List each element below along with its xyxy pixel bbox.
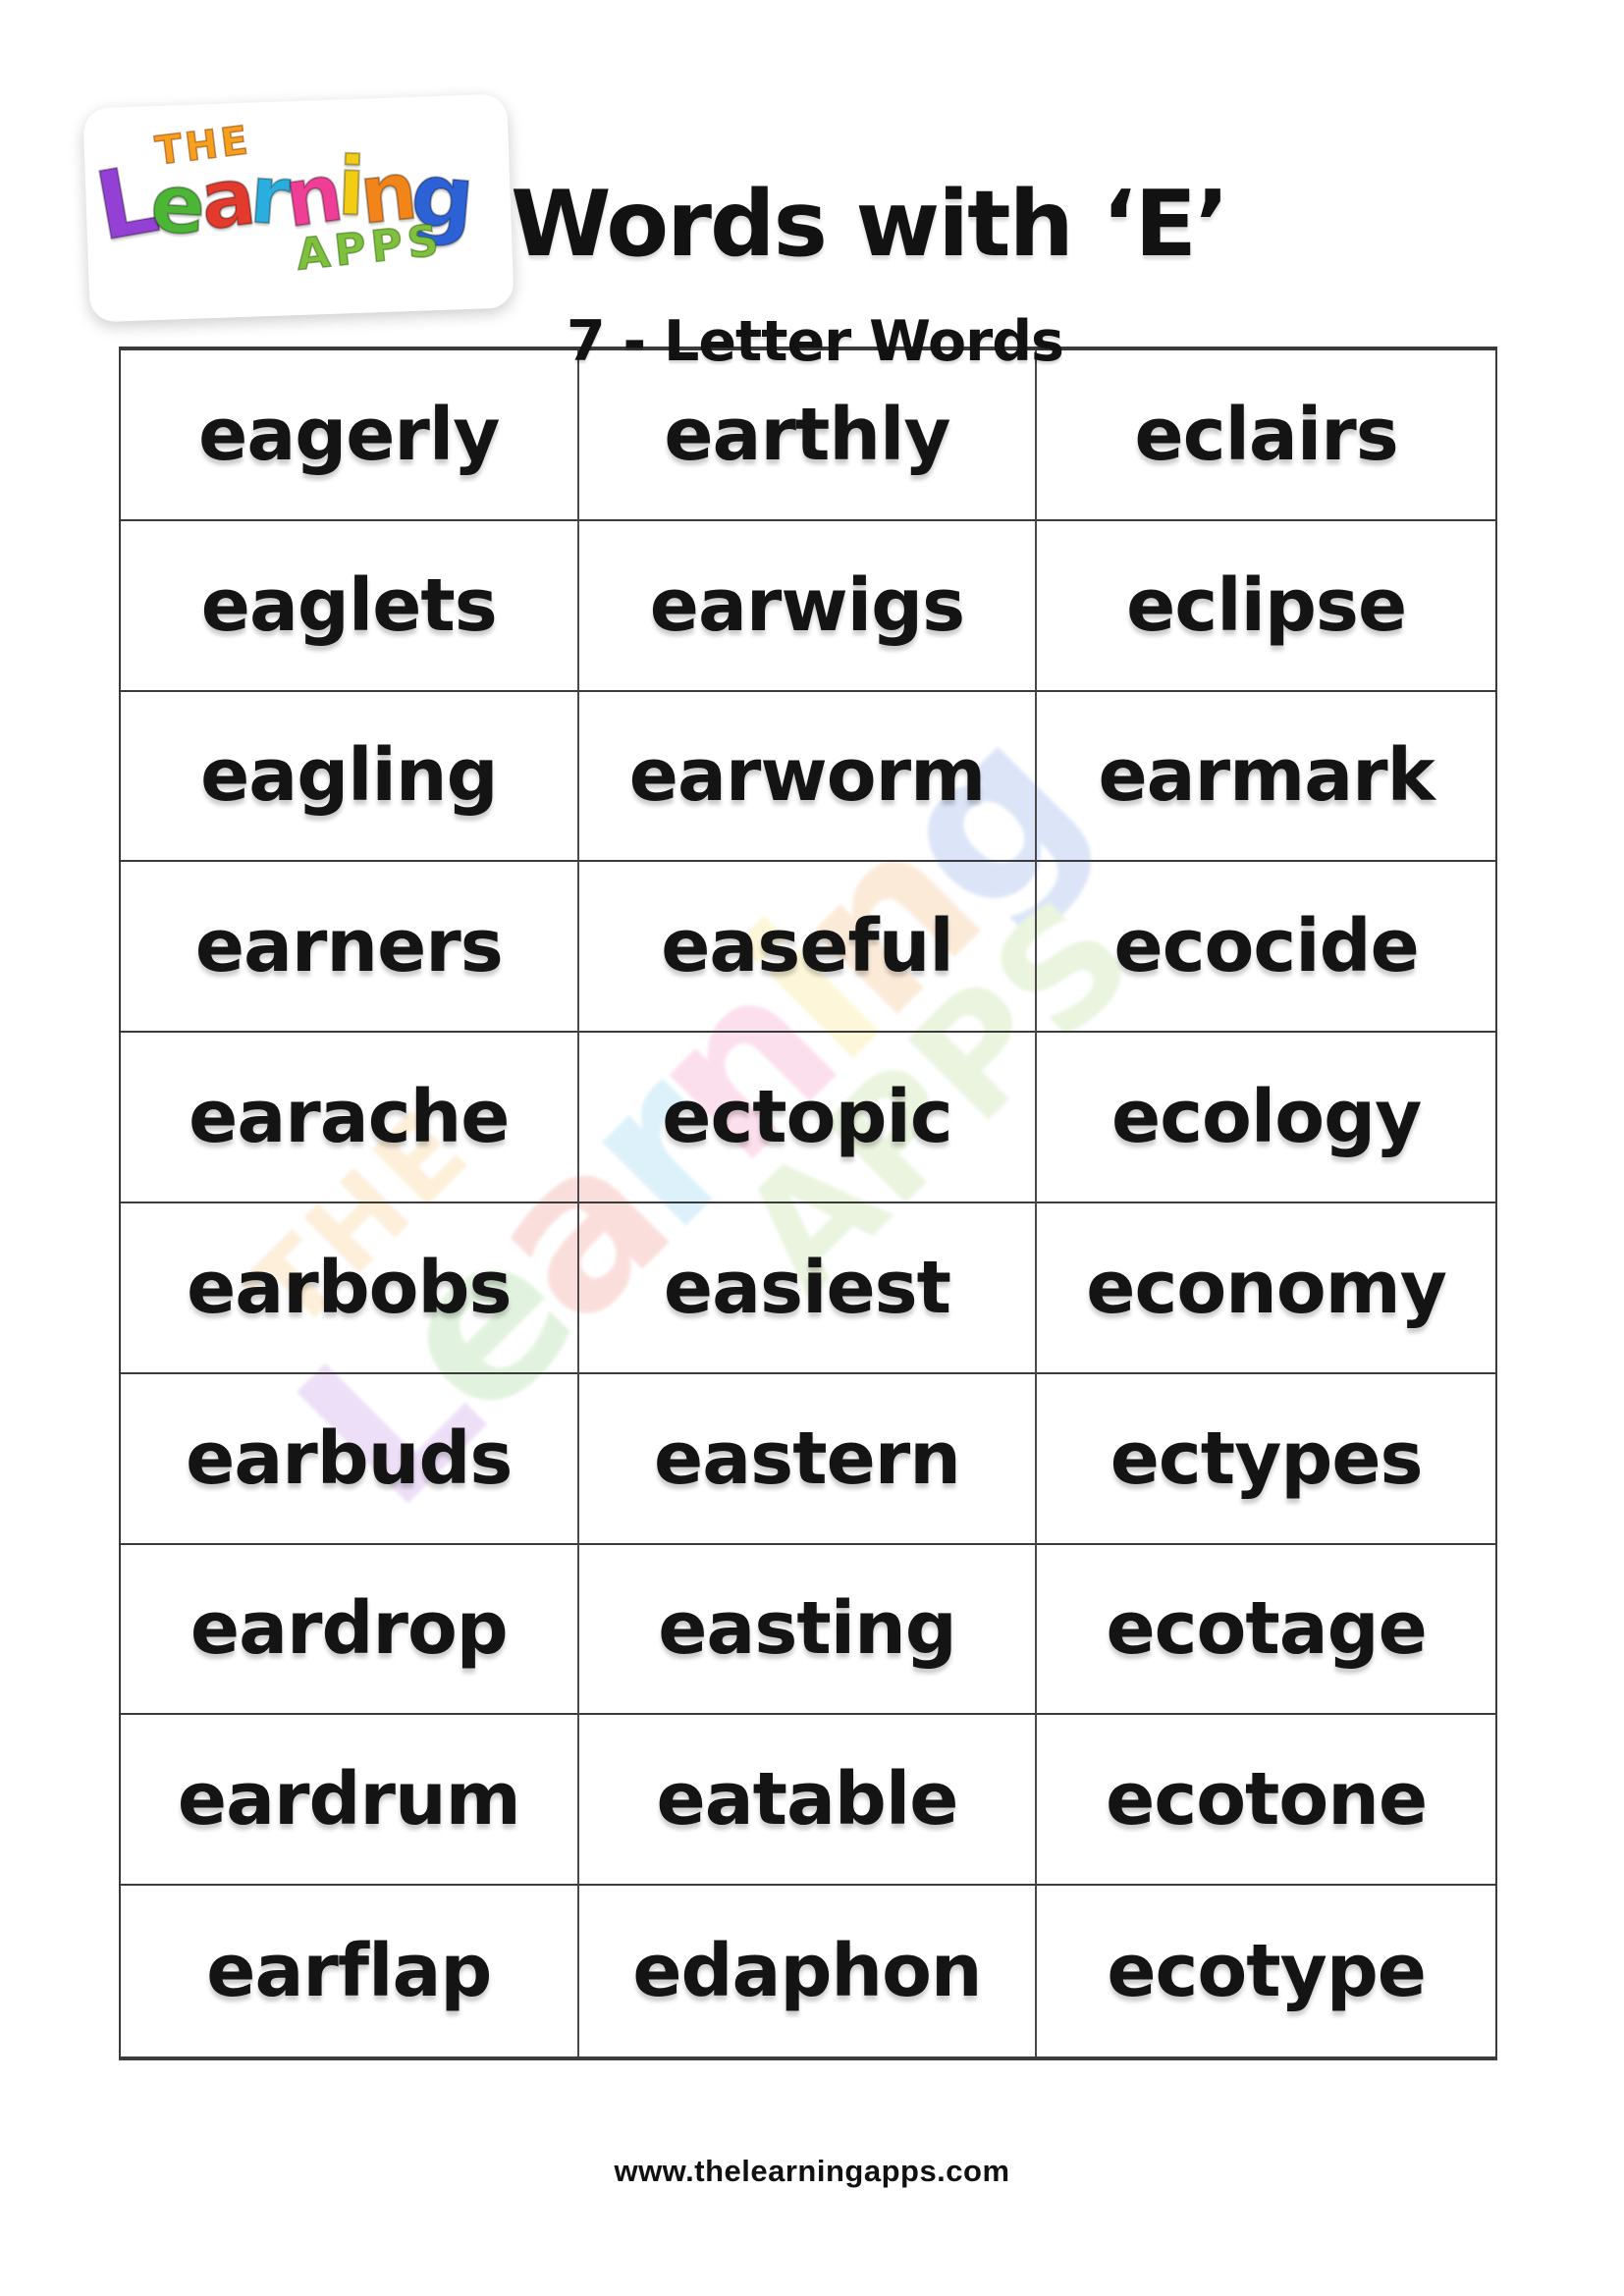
word-table: eagerly earthly eclairs eaglets earwigs … (119, 347, 1497, 2060)
word-cell: eardrop (121, 1544, 579, 1716)
word-cell: earwigs (578, 520, 1038, 692)
page-title: Words with ‘E’ (511, 171, 1229, 278)
learning-apps-logo: THE Learning APPS (82, 93, 514, 323)
word-cell: ectypes (1037, 1374, 1495, 1545)
word-cell: earthly (578, 350, 1038, 521)
word-cell: eagling (121, 691, 579, 863)
word-cell: earbuds (121, 1373, 579, 1545)
logo-letter: a (194, 149, 257, 249)
footer-url: www.thelearningapps.com (614, 2154, 1010, 2188)
word-cell: earache (121, 1033, 579, 1203)
page-subtitle: 7 - Letter Words (567, 309, 1064, 375)
word-cell: ecocide (1037, 862, 1495, 1034)
word-cell: easiest (578, 1203, 1038, 1374)
word-cell: eastern (578, 1373, 1038, 1545)
word-cell: ecotage (1037, 1545, 1495, 1716)
word-cell: earmark (1037, 692, 1495, 863)
word-cell: ecotone (1037, 1715, 1495, 1887)
word-cell: eardrum (121, 1715, 579, 1887)
word-cell: earbobs (121, 1203, 579, 1374)
logo-letter: e (147, 156, 204, 254)
word-cell: eclairs (1037, 350, 1495, 521)
word-cell: economy (1037, 1203, 1495, 1374)
word-cell: earflap (121, 1886, 579, 2056)
word-cell: easeful (578, 862, 1038, 1034)
word-cell: ectopic (578, 1033, 1038, 1203)
word-cell: earworm (578, 691, 1038, 863)
word-cell: eatable (578, 1715, 1038, 1887)
word-cell: ecotype (1107, 1929, 1427, 2014)
word-cell: earners (121, 862, 579, 1034)
word-cell: eclipse (1037, 521, 1495, 692)
word-cell: eagerly (121, 350, 579, 521)
word-cell: edaphon (579, 1886, 1038, 2056)
word-cell: ecology (1037, 1033, 1495, 1203)
footer: www.thelearningapps.com (0, 2154, 1624, 2189)
word-cell: easting (578, 1544, 1038, 1716)
word-cell: eaglets (121, 520, 579, 692)
